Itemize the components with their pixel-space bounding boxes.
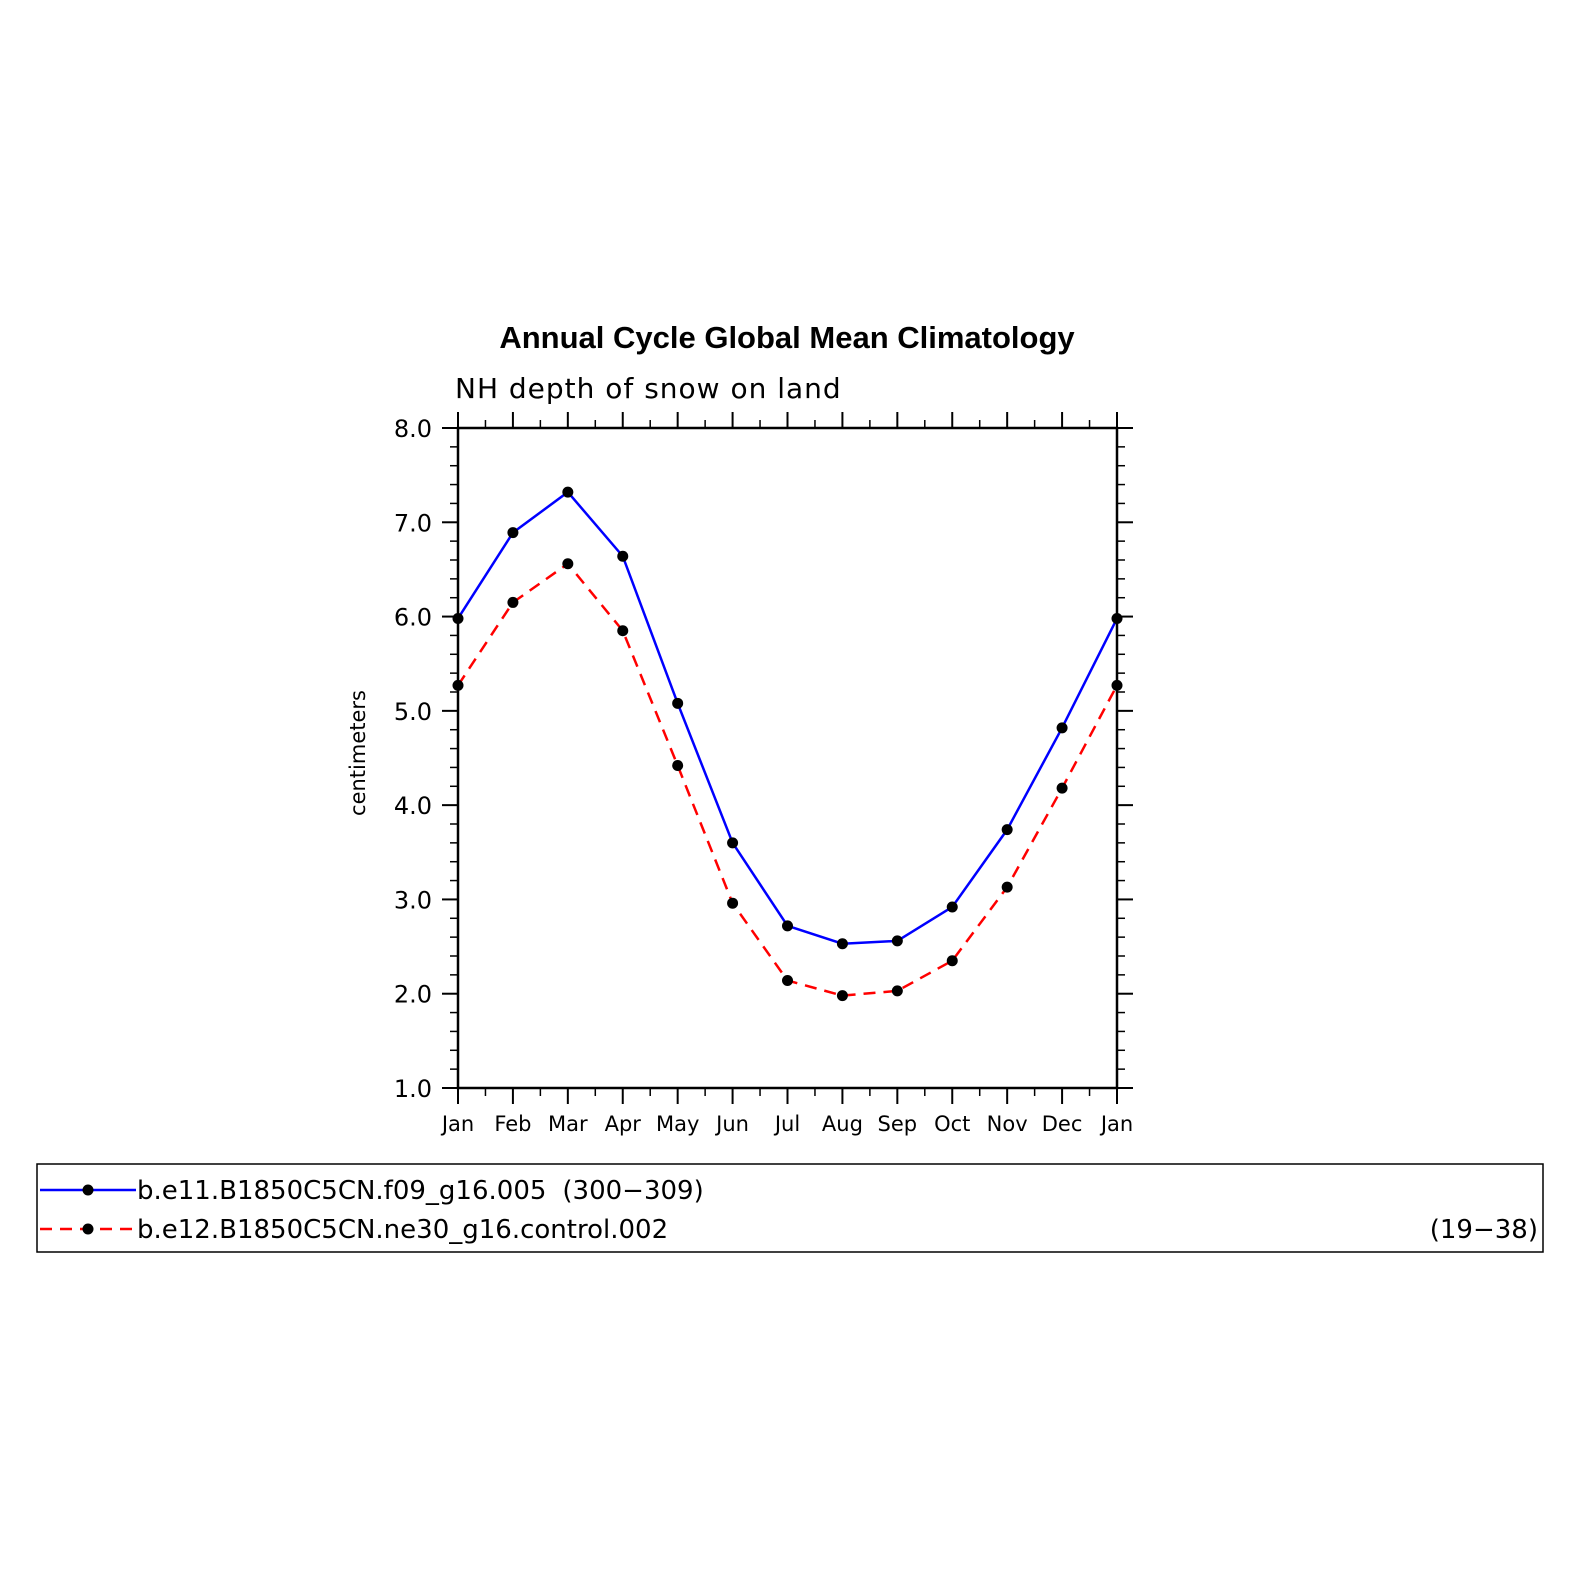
series-2-point: [946, 955, 958, 967]
x-tick-label: Jun: [714, 1112, 749, 1136]
x-tick-label: Sep: [878, 1112, 918, 1136]
legend-label-2: b.e12.B1850C5CN.ne30_g16.control.002: [137, 1215, 668, 1245]
legend-label-1: b.e11.B1850C5CN.f09_g16.005: [137, 1176, 546, 1206]
series-1-point: [452, 612, 464, 624]
series-2-point: [727, 897, 739, 909]
y-tick-label: 1.0: [394, 1075, 432, 1103]
series-2-point: [782, 975, 793, 987]
plot-frame: [456, 426, 1119, 1090]
series-line-1: [456, 490, 1119, 946]
series-1-point: [1001, 824, 1013, 836]
x-tick-label: Jan: [1099, 1112, 1133, 1136]
y-tick-label: 5.0: [394, 698, 432, 726]
series-2-point: [891, 985, 903, 997]
x-tick-label: Jul: [773, 1112, 800, 1136]
series-1-point: [1111, 612, 1123, 624]
legend-box: [36, 1163, 1544, 1253]
series-2-point: [452, 679, 464, 691]
y-tick-label: 6.0: [394, 604, 432, 632]
series-1-point: [507, 527, 519, 539]
series-2-point: [1111, 679, 1123, 691]
series-2-point: [1056, 782, 1068, 794]
legend: b.e11.B1850C5CN.f09_g16.005 (300−309) b.e1…: [36, 1163, 1544, 1253]
series-2-point: [507, 596, 519, 608]
series-1-point: [562, 486, 574, 498]
series-1-point: [617, 550, 629, 562]
chart-title: Annual Cycle Global Mean Climatology: [499, 320, 1075, 355]
x-tick-label: Feb: [494, 1112, 531, 1136]
series-2-point: [562, 558, 574, 570]
axis-ticks: [442, 412, 1133, 1104]
x-tick-label: Oct: [934, 1112, 970, 1136]
y-tick-label: 7.0: [394, 509, 432, 537]
x-tick-label: May: [656, 1112, 699, 1136]
series-1-point: [891, 935, 903, 947]
series-1-point: [782, 920, 793, 932]
legend-marker-2: [82, 1223, 94, 1235]
x-tick-label: Mar: [548, 1112, 588, 1136]
y-tick-label: 8.0: [394, 415, 432, 443]
series-1-point: [836, 938, 848, 950]
series-2-point: [672, 760, 684, 772]
series-layer: [452, 486, 1123, 1002]
x-tick-label: Aug: [822, 1112, 863, 1136]
y-tick-label: 4.0: [394, 792, 432, 820]
series-1-point: [946, 901, 958, 913]
series-1-point: [672, 697, 684, 709]
series-1-point: [727, 837, 739, 849]
series-2-point: [836, 990, 848, 1002]
y-axis-label: centimeters: [346, 690, 370, 816]
legend-years-1: (300−309): [562, 1176, 703, 1206]
x-tick-label: Dec: [1042, 1112, 1083, 1136]
chart-subtitle: NH depth of snow on land: [455, 372, 842, 405]
series-2-point: [617, 625, 629, 637]
series-1-point: [1056, 722, 1068, 734]
axis-tick-labels: 1.0 2.0 3.0 4.0 5.0 6.0 7.0 8.0 Jan Feb Mar Apr May J…: [394, 415, 1133, 1136]
series-2-point: [1001, 881, 1013, 893]
y-tick-label: 3.0: [394, 886, 432, 914]
y-tick-label: 2.0: [394, 981, 432, 1009]
legend-years-2: (19−38): [1430, 1215, 1538, 1245]
plot-border: [456, 426, 1119, 1090]
legend-marker-1: [82, 1184, 94, 1196]
x-tick-label: Jan: [440, 1112, 474, 1136]
x-tick-label: Apr: [605, 1112, 642, 1136]
x-tick-label: Nov: [987, 1112, 1028, 1136]
